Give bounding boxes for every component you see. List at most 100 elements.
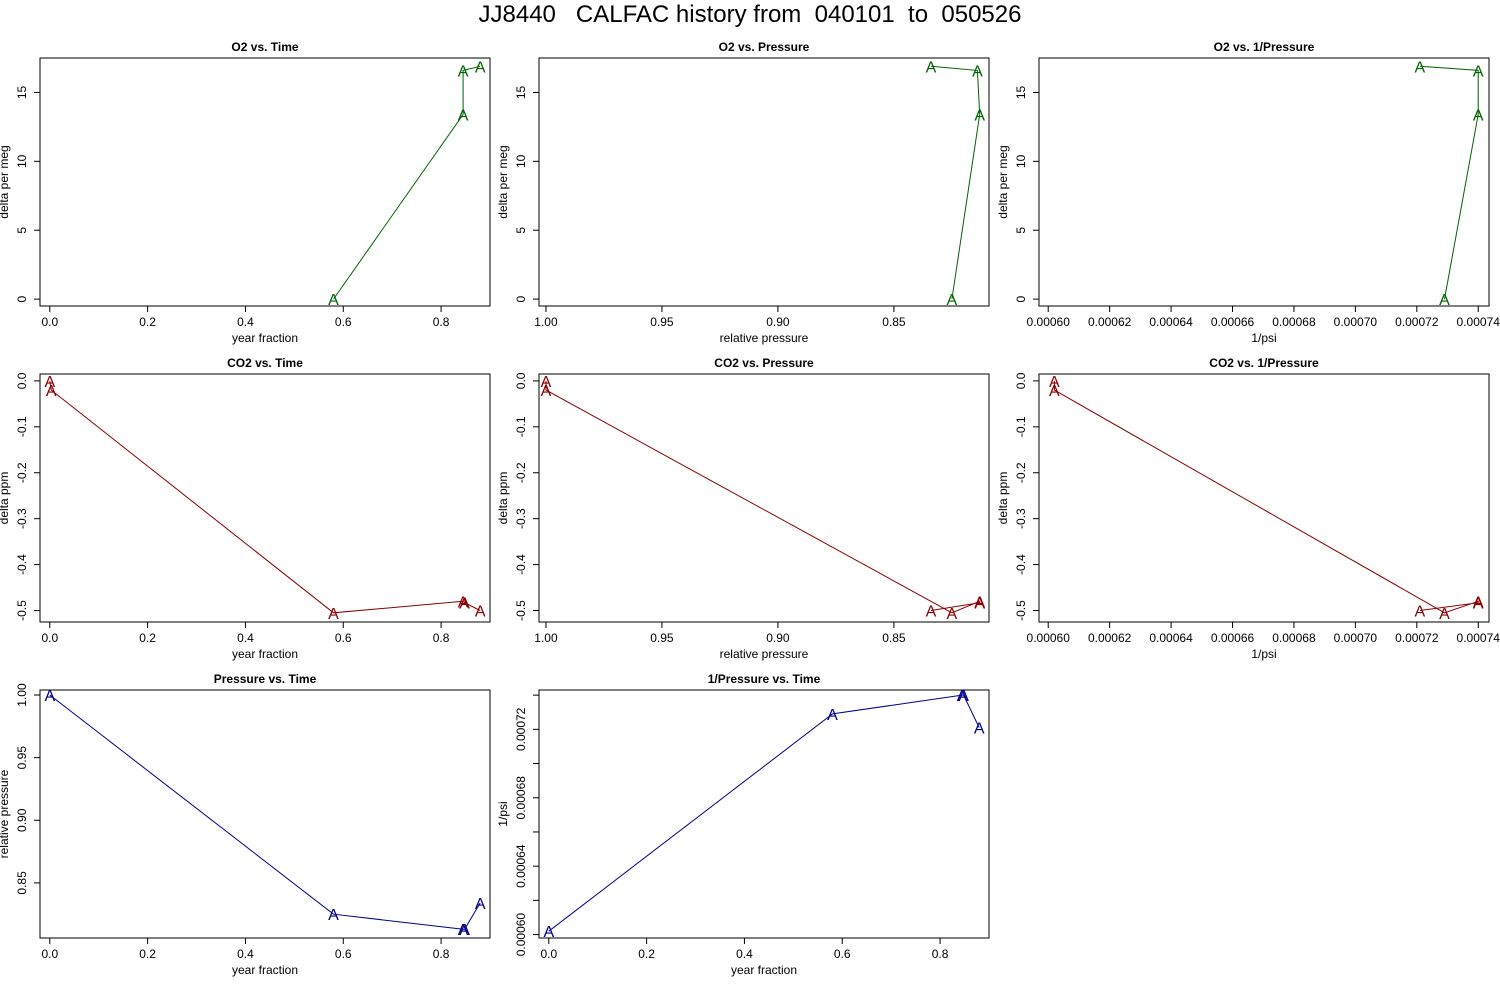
x-tick-label: 0.00066 [1211, 631, 1255, 645]
y-tick-label: 15 [15, 85, 29, 99]
x-axis-label: year fraction [232, 331, 298, 345]
data-point-marker: A [926, 604, 937, 621]
y-tick-label: -0.1 [15, 416, 29, 437]
data-point-marker: A [974, 107, 985, 124]
chart-panel: Pressure vs. Time 0.0 0.2 0.4 0.6 0.8 0.85 0.90… [0, 672, 491, 977]
y-tick-label: 5 [1014, 227, 1028, 234]
x-axis-label: relative pressure [720, 331, 809, 345]
x-tick-label: 0.0 [41, 631, 58, 645]
data-point-marker: A [974, 594, 985, 611]
x-tick-label: 0.00068 [1272, 315, 1316, 329]
data-point-marker: A [1415, 59, 1426, 76]
y-tick-label: -0.1 [1014, 416, 1028, 437]
x-tick-label: 0.95 [650, 315, 674, 329]
y-axis-label: relative pressure [0, 769, 11, 858]
plot-frame [39, 57, 491, 307]
x-tick-label: 0.2 [139, 631, 156, 645]
chart-panel: CO2 vs. Time 0.0 0.2 0.4 0.6 0.8 0.0 -0.1 -0.2 -0… [0, 356, 491, 661]
data-point-marker: A [541, 383, 552, 400]
x-tick-label: 0.00062 [1088, 631, 1132, 645]
data-point-marker: A [947, 292, 958, 309]
x-tick-label: 0.6 [335, 947, 352, 961]
x-tick-label: 0.90 [766, 631, 790, 645]
chart-panel: O2 vs. Pressure 1.00 0.95 0.90 0.85 0 5 10 15 rel… [496, 40, 990, 345]
series-line [930, 65, 981, 300]
x-tick-label: 0.00072 [1395, 631, 1439, 645]
panel-title: O2 vs. Pressure [719, 40, 810, 54]
plot-frame [1038, 57, 1490, 307]
y-tick-label: -0.4 [1014, 554, 1028, 575]
y-tick-label: 10 [514, 154, 528, 168]
y-axis-label: delta ppm [996, 472, 1010, 525]
chart-panel: 1/Pressure vs. Time 0.0 0.2 0.4 0.6 0.8 0.0006… [496, 672, 990, 977]
data-point-marker: A [1473, 594, 1484, 611]
x-tick-label: 1.00 [534, 315, 558, 329]
x-tick-label: 0.6 [335, 315, 352, 329]
y-tick-label: 0.0 [1014, 372, 1028, 389]
data-point-marker: A [475, 896, 486, 913]
y-tick-label: -0.5 [15, 600, 29, 621]
plot-frame [538, 373, 990, 623]
data-point-marker: A [1473, 107, 1484, 124]
plot-frame [538, 689, 990, 939]
chart-panel: O2 vs. 1/Pressure 0.00060 0.00062 0.00064 0.… [996, 40, 1500, 345]
x-tick-label: 0.00062 [1088, 315, 1132, 329]
data-point-marker: A [1473, 63, 1484, 80]
x-tick-label: 0.00074 [1457, 315, 1500, 329]
series-line [545, 380, 981, 614]
panel-title: Pressure vs. Time [214, 672, 317, 686]
data-point-marker: A [1415, 604, 1426, 621]
x-tick-label: 0.8 [932, 947, 949, 961]
data-point-marker: A [46, 383, 57, 400]
panel-title: O2 vs. 1/Pressure [1214, 40, 1315, 54]
y-axis-label: delta ppm [0, 472, 11, 525]
y-tick-label: -0.5 [1014, 600, 1028, 621]
data-point-marker: A [459, 596, 470, 613]
data-point-marker: A [458, 594, 469, 611]
y-tick-label: -0.4 [514, 554, 528, 575]
x-tick-label: 0.00060 [1027, 631, 1071, 645]
data-point-marker: A [947, 606, 958, 623]
data-point-marker: A [543, 924, 554, 941]
data-point-marker: A [1049, 383, 1060, 400]
x-tick-label: 0.00064 [1149, 631, 1193, 645]
x-axis-label: year fraction [731, 963, 797, 977]
x-tick-label: 0.0 [41, 947, 58, 961]
x-tick-label: 0.4 [237, 947, 254, 961]
y-tick-label: 0.00068 [514, 776, 528, 820]
data-point-marker: A [458, 107, 469, 124]
x-axis-label: 1/psi [1251, 647, 1276, 661]
data-point-marker: A [1473, 596, 1484, 613]
y-tick-label: -0.2 [514, 462, 528, 483]
data-point-marker: A [44, 374, 55, 391]
data-point-marker: A [458, 63, 469, 80]
series-line [1053, 380, 1479, 614]
series-line [548, 694, 980, 932]
series-line [49, 694, 481, 930]
y-tick-label: 0.95 [15, 746, 29, 770]
y-tick-label: 10 [15, 154, 29, 168]
y-tick-label: 0.0 [514, 372, 528, 389]
x-tick-label: 0.2 [638, 947, 655, 961]
x-tick-label: 0.00066 [1211, 315, 1255, 329]
data-point-marker: A [328, 292, 339, 309]
panel-title: 1/Pressure vs. Time [708, 672, 821, 686]
y-tick-label: 0.00060 [514, 913, 528, 957]
data-point-marker: A [974, 721, 985, 738]
chart-panel: O2 vs. Time 0.0 0.2 0.4 0.6 0.8 0 5 10 15 year fra… [0, 40, 491, 345]
y-tick-label: 1.00 [15, 683, 29, 707]
series-line [1419, 65, 1479, 300]
panel-title: CO2 vs. 1/Pressure [1209, 356, 1319, 370]
data-point-marker: A [328, 907, 339, 924]
x-tick-label: 0.85 [882, 631, 906, 645]
x-tick-label: 0.2 [139, 315, 156, 329]
x-tick-label: 0.85 [882, 315, 906, 329]
y-tick-label: 0 [1014, 295, 1028, 302]
y-tick-label: -0.2 [15, 462, 29, 483]
data-point-marker: A [475, 59, 486, 76]
data-point-marker: A [926, 59, 937, 76]
panel-title: CO2 vs. Time [227, 356, 303, 370]
data-point-marker: A [1439, 292, 1450, 309]
y-tick-label: 0 [514, 295, 528, 302]
